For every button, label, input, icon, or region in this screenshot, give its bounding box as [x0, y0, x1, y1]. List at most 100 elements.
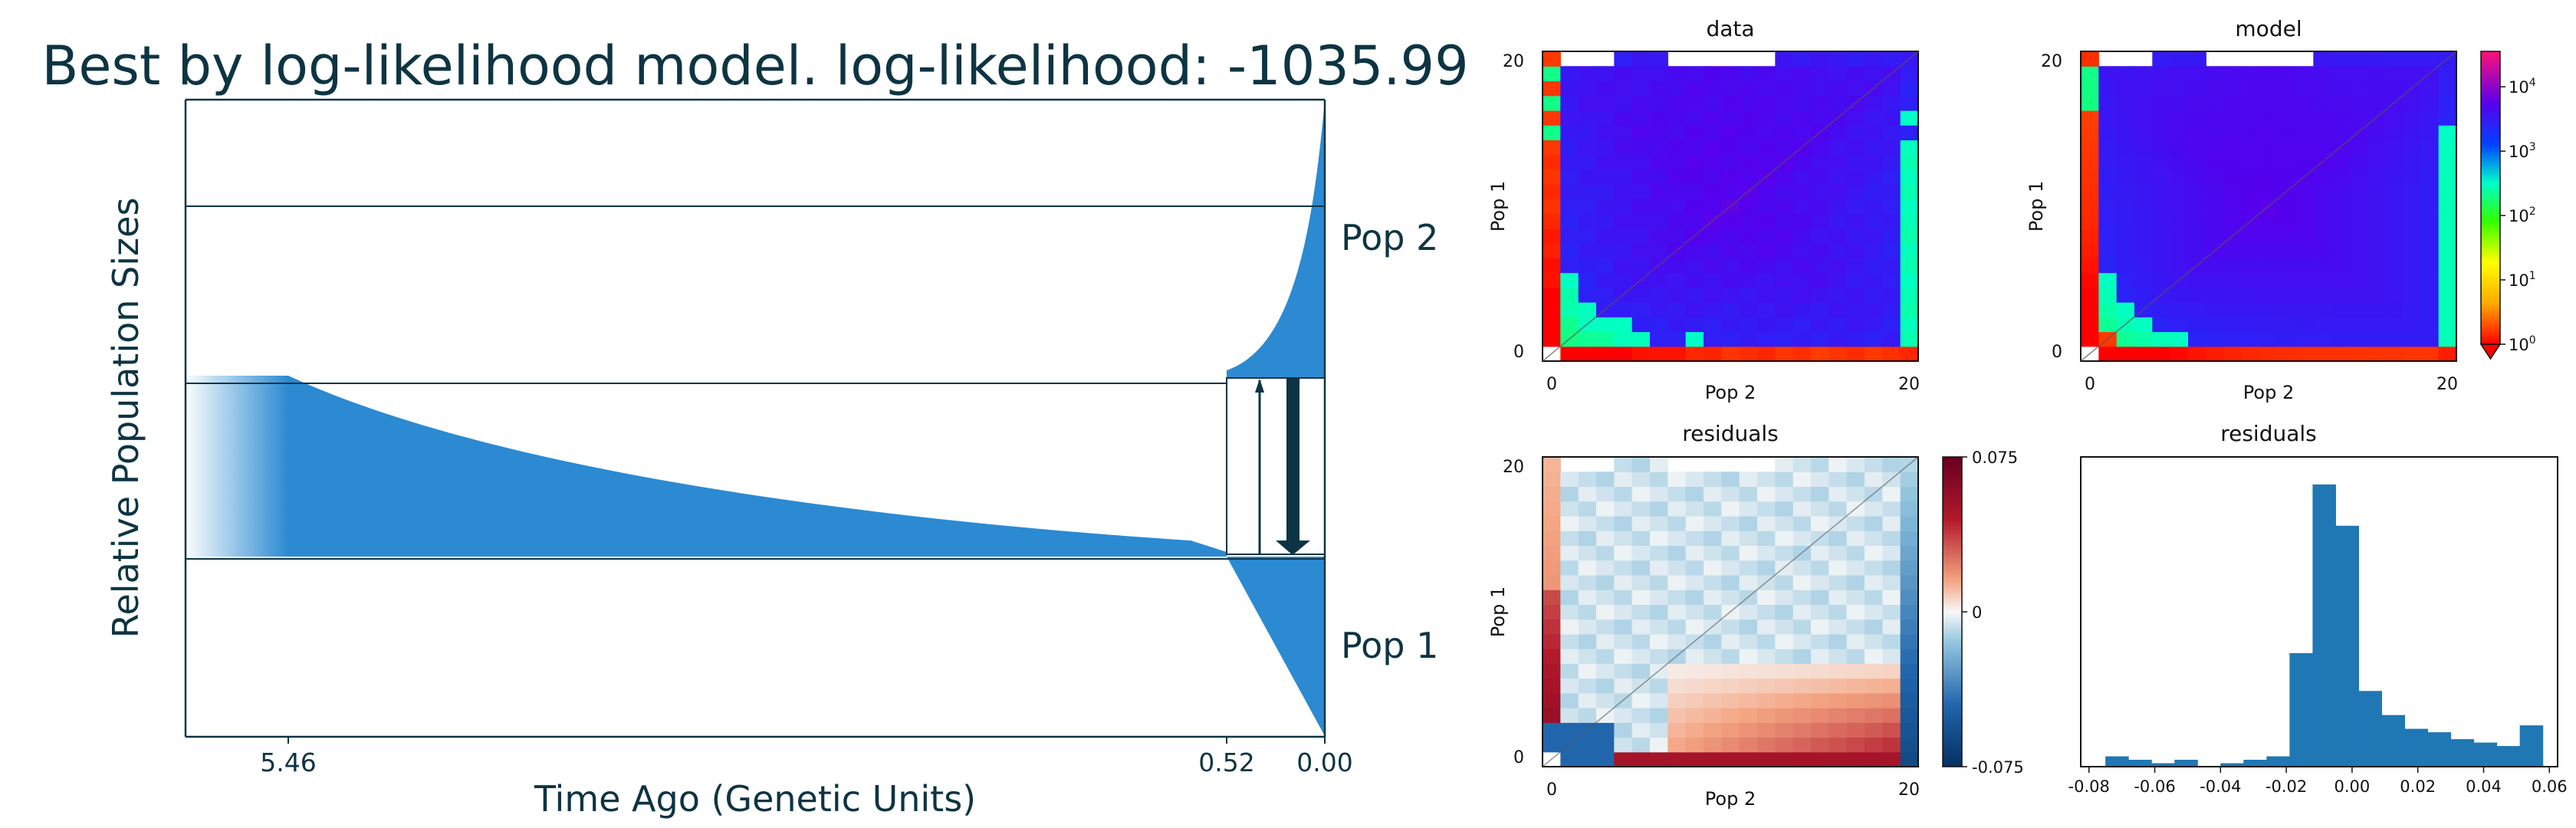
model-heatmap-ylabel: Pop 1: [2026, 181, 2047, 232]
heatmap-cell: [1614, 140, 1633, 156]
heatmap-cell: [2134, 228, 2153, 244]
heatmap-cell: [1650, 590, 1668, 605]
heatmap-cell: [1721, 317, 1740, 333]
heatmap-cell: [1882, 737, 1901, 753]
heatmap-cell: [1668, 472, 1687, 488]
heatmap-cell: [2438, 95, 2457, 111]
heatmap-cell: [1631, 258, 1651, 274]
heatmap-cell: [1829, 331, 1848, 347]
heatmap-cell: [2206, 125, 2225, 141]
heatmap-cell: [2420, 272, 2440, 288]
heatmap-cell: [2349, 154, 2367, 170]
heatmap-cell: [1578, 486, 1597, 502]
heatmap-cell: [1757, 722, 1776, 738]
heatmap-cell: [2420, 80, 2440, 97]
heatmap-cell: [1560, 633, 1579, 649]
heatmap-cell: [1846, 590, 1865, 605]
heatmap-cell: [1578, 140, 1597, 156]
heatmap-cell: [1792, 51, 1812, 67]
heatmap-cell: [1685, 501, 1704, 517]
heatmap-cell: [1543, 140, 1561, 156]
heatmap-cell: [2170, 213, 2189, 229]
histogram-bar: [2427, 732, 2452, 767]
residual-colorbar-tick-0.075: 0.075: [1972, 449, 2018, 467]
heatmap-cell: [2384, 272, 2404, 288]
heatmap-cell: [1900, 125, 1919, 141]
heatmap-cell: [2259, 228, 2279, 244]
heatmap-cell: [2295, 272, 2314, 288]
heatmap-cell: [1829, 346, 1848, 362]
residual-heatmap-xlabel: Pop 2: [1705, 788, 1756, 810]
heatmap-cell: [2134, 184, 2153, 199]
heatmap-cell: [2313, 287, 2332, 303]
heatmap-cell: [2116, 346, 2135, 362]
heatmap-cell: [2134, 287, 2153, 303]
heatmap-cell: [1543, 574, 1561, 590]
heatmap-cell: [1792, 722, 1812, 738]
heatmap-cell: [1846, 737, 1865, 753]
heatmap-cell: [1775, 472, 1794, 488]
heatmap-cell: [2116, 169, 2135, 185]
heatmap-cell: [2438, 317, 2457, 333]
heatmap-cell: [1685, 678, 1704, 694]
heatmap-cell: [1865, 649, 1883, 664]
heatmap-cell: [1721, 472, 1740, 488]
heatmap-cell: [1882, 708, 1901, 723]
heatmap-cell: [1631, 722, 1651, 738]
heatmap-cell: [1865, 272, 1883, 288]
heatmap-cell: [2170, 66, 2189, 82]
heatmap-cell: [2206, 169, 2225, 185]
heatmap-cell: [1757, 213, 1776, 229]
heatmap-cell: [1668, 302, 1687, 317]
heatmap-cell: [1668, 486, 1687, 502]
heatmap-cell: [2081, 287, 2099, 303]
heatmap-cell: [2242, 154, 2260, 170]
heatmap-cell: [1596, 692, 1615, 708]
heatmap-cell: [1775, 649, 1794, 664]
heatmap-cell: [1846, 678, 1865, 694]
heatmap-cell: [1792, 110, 1812, 126]
histogram-bar: [2335, 525, 2359, 767]
heatmap-cell: [1882, 722, 1901, 738]
heatmap-cell: [1829, 184, 1848, 199]
heatmap-cell: [2242, 80, 2260, 97]
heatmap-cell: [1900, 154, 1919, 170]
heatmap-cell: [1739, 545, 1758, 561]
heatmap-cell: [1739, 302, 1758, 317]
model-heatmap-panel: model 20 0 0 20 Pop 2 Pop 1 100 101 102 103…: [2026, 16, 2536, 403]
heatmap-cell: [2242, 272, 2260, 288]
heatmap-cell: [1543, 515, 1561, 531]
heatmap-cell: [1757, 472, 1776, 488]
histogram-bars: [2105, 484, 2544, 767]
heatmap-cell: [1739, 154, 1758, 170]
heatmap-cell: [1560, 302, 1579, 317]
heatmap-cell: [1900, 272, 1919, 288]
heatmap-cell: [1829, 692, 1848, 708]
heatmap-cell: [1757, 199, 1776, 215]
heatmap-cell: [2384, 51, 2404, 67]
heatmap-cell: [2438, 199, 2457, 215]
residual-colorbar-tick-neg0.075: -0.075: [1972, 758, 2024, 777]
heatmap-cell: [1578, 751, 1597, 767]
heatmap-cell: [2170, 317, 2189, 333]
heatmap-cell: [1685, 472, 1704, 488]
heatmap-cell: [2081, 110, 2099, 126]
heatmap-cell: [1596, 287, 1615, 303]
heatmap-cell: [1668, 213, 1687, 229]
heatmap-cell: [1721, 213, 1740, 229]
heatmap-cell: [2206, 140, 2225, 156]
heatmap-cell: [1792, 154, 1812, 170]
heatmap-cell: [2403, 140, 2421, 156]
heatmap-cell: [2242, 199, 2260, 215]
heatmap-cell: [1650, 66, 1668, 82]
heatmap-cell: [1631, 228, 1651, 244]
heatmap-cell: [1704, 649, 1722, 664]
heatmap-cell: [1578, 619, 1597, 635]
heatmap-cell: [1596, 722, 1615, 738]
heatmap-cell: [1792, 692, 1812, 708]
heatmap-cell: [2206, 228, 2225, 244]
heatmap-cell: [1578, 302, 1597, 317]
heatmap-cell: [2313, 228, 2332, 244]
heatmap-cell: [1757, 184, 1776, 199]
heatmap-cell: [1685, 317, 1704, 333]
